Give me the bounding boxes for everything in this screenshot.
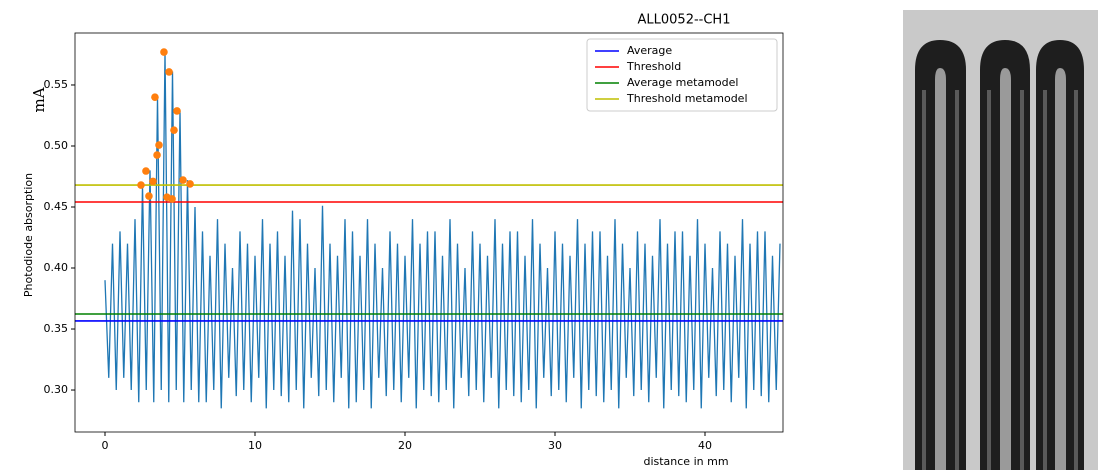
legend-label: Average xyxy=(627,44,672,57)
y-axis-label: Photodiode absorption xyxy=(22,173,35,297)
unit-label: mA xyxy=(30,87,48,112)
peak-point xyxy=(137,181,145,189)
specimen-image xyxy=(903,10,1098,470)
peak-point xyxy=(179,176,187,184)
peak-point xyxy=(145,192,153,200)
plot-area xyxy=(75,48,783,409)
x-tick-label: 10 xyxy=(248,439,262,452)
legend-label: Threshold xyxy=(626,60,681,73)
y-tick-label: 0.45 xyxy=(44,200,69,213)
x-axis-label: distance in mm xyxy=(643,455,728,468)
peak-point xyxy=(168,195,176,203)
peak-point xyxy=(151,93,159,101)
peak-point xyxy=(186,180,194,188)
x-tick-label: 30 xyxy=(548,439,562,452)
peak-point xyxy=(160,48,168,56)
y-tick-label: 0.55 xyxy=(44,78,69,91)
peak-point xyxy=(173,107,181,115)
x-tick-label: 0 xyxy=(102,439,109,452)
peak-point xyxy=(153,151,161,159)
peak-point xyxy=(165,68,173,76)
legend-label: Threshold metamodel xyxy=(626,92,748,105)
legend-box xyxy=(586,38,778,112)
chart-title: ALL0052--CH1 xyxy=(638,13,731,28)
peak-point xyxy=(142,167,150,175)
y-tick-label: 0.30 xyxy=(44,383,69,396)
plot-frame xyxy=(74,32,784,433)
x-tick-label: 20 xyxy=(398,439,412,452)
peak-point xyxy=(149,177,157,186)
y-tick-label: 0.50 xyxy=(44,139,69,152)
x-tick-label: 40 xyxy=(698,439,712,452)
legend-label: Average metamodel xyxy=(627,76,738,89)
peak-point xyxy=(155,141,163,149)
y-tick-label: 0.40 xyxy=(44,261,69,274)
y-tick-label: 0.35 xyxy=(44,322,69,335)
signal-line xyxy=(104,52,781,409)
peak-point xyxy=(170,126,178,134)
